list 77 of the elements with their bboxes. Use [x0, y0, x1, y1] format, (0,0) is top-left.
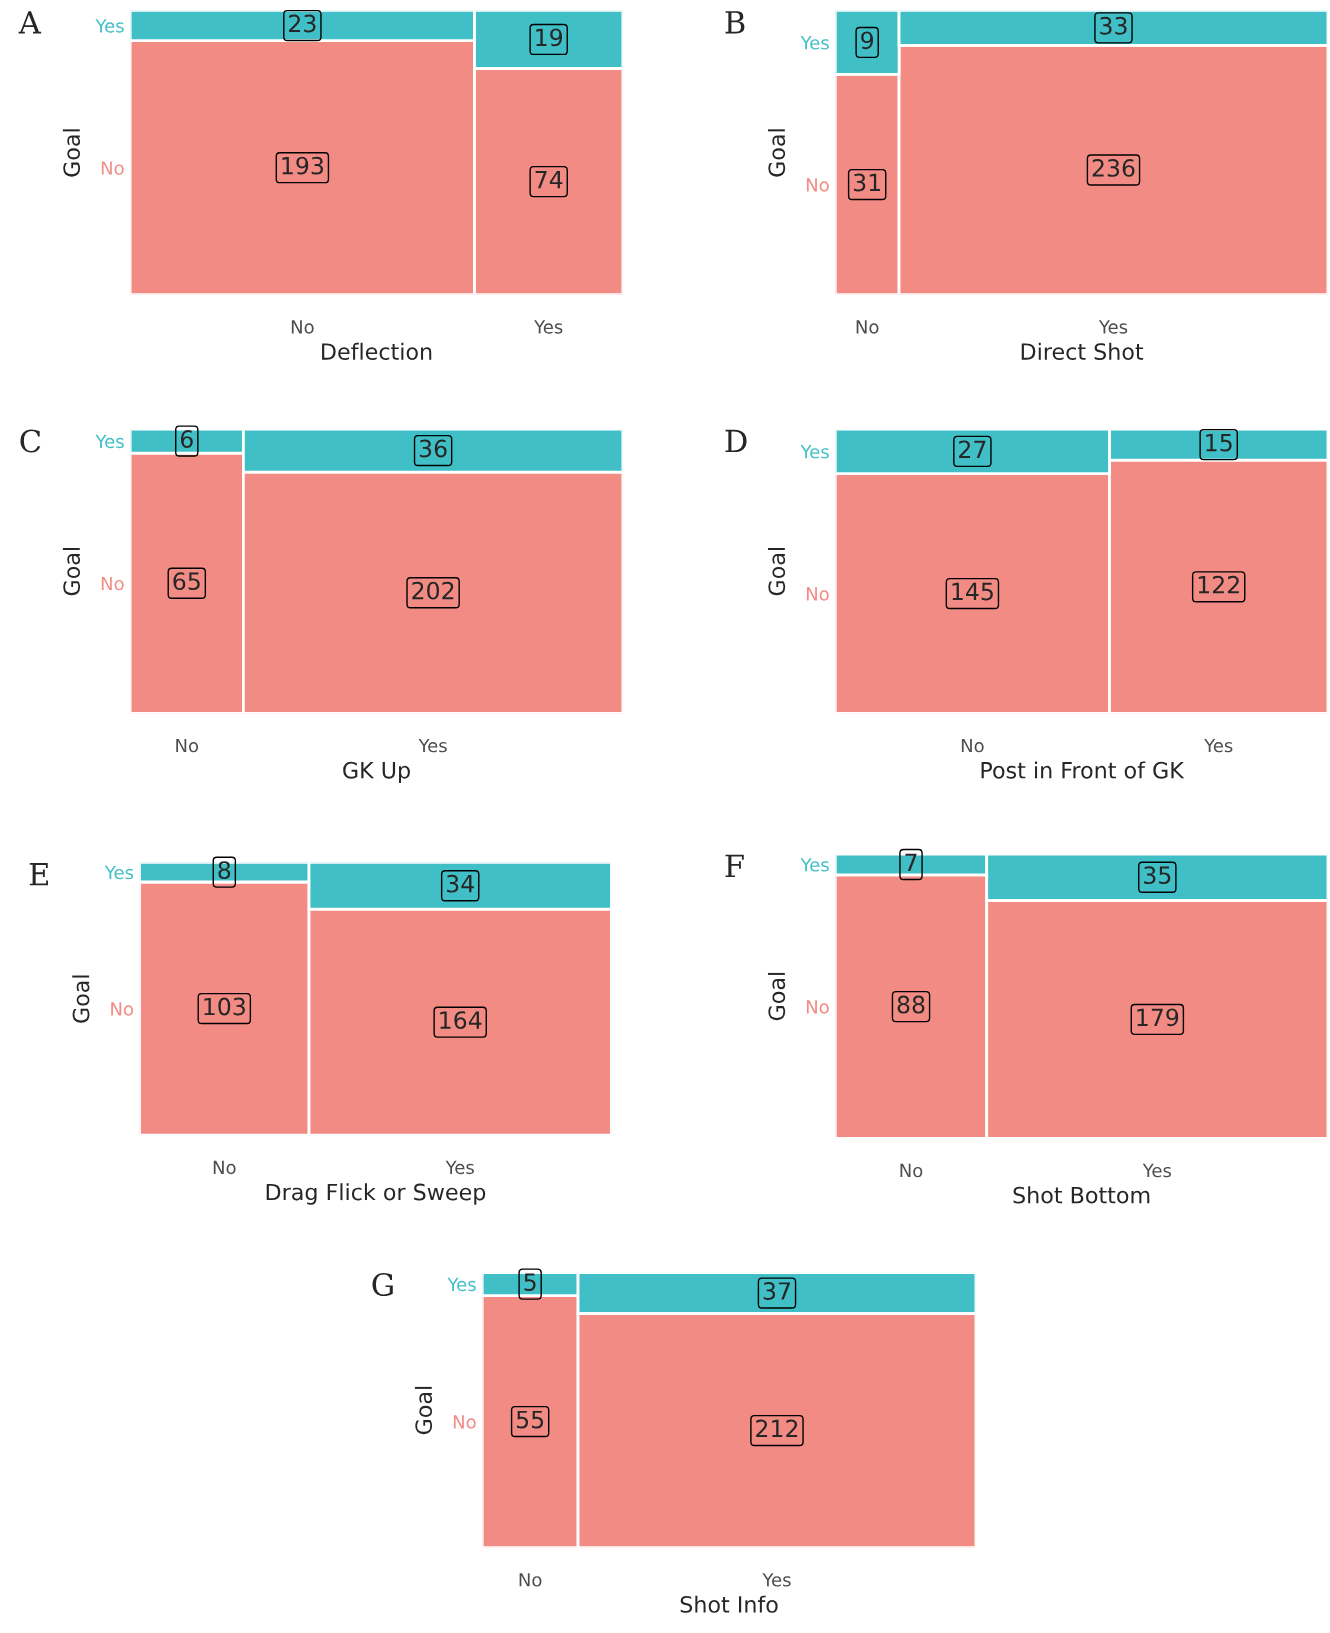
data-label: 6: [180, 430, 193, 448]
data-label: 33: [1100, 16, 1127, 35]
series-label: Yes: [104, 865, 134, 880]
series-label: Yes: [447, 1277, 476, 1292]
text: E: [29, 863, 48, 886]
data-label: 122: [1198, 575, 1239, 594]
category-label: No: [519, 1573, 542, 1587]
series-label: No: [806, 587, 829, 601]
data-label: 88: [897, 995, 925, 1014]
series-label: No: [101, 161, 124, 175]
series-label: No: [453, 1415, 476, 1429]
data-label: 202: [412, 581, 454, 600]
data-label: 103: [204, 997, 245, 1016]
data-label: 15: [1206, 433, 1232, 452]
text: Direct Shot: [1021, 342, 1144, 360]
text: Goal: [767, 548, 786, 596]
category-label: Yes: [418, 738, 447, 753]
series-label: Yes: [800, 445, 829, 459]
series-label: Yes: [800, 858, 829, 872]
data-label: 19: [536, 28, 563, 47]
category-label: No: [176, 738, 199, 753]
data-label: 36: [419, 439, 447, 458]
series-label: No: [806, 178, 829, 192]
category-label: No: [856, 320, 879, 334]
data-label: 23: [289, 14, 316, 33]
data-label: 164: [440, 1011, 482, 1030]
data-label: 27: [959, 440, 986, 458]
series-label: No: [101, 576, 124, 591]
category-label: Yes: [1098, 320, 1128, 334]
category-label: Yes: [1204, 738, 1233, 753]
data-label: 7: [905, 853, 917, 871]
series-label: Yes: [800, 36, 829, 50]
data-label: 8: [218, 861, 231, 880]
text: D: [725, 429, 747, 453]
text: A: [18, 11, 42, 34]
data-label: 5: [524, 1273, 536, 1291]
category-label: No: [213, 1160, 236, 1175]
data-label: 65: [173, 572, 200, 591]
text: G: [372, 1272, 393, 1297]
series-label: No: [111, 1002, 134, 1016]
data-label: 34: [446, 874, 474, 893]
data-label: 9: [861, 31, 874, 50]
category-label: Yes: [1142, 1163, 1172, 1178]
category-label: Yes: [445, 1160, 474, 1175]
text: Goal: [62, 548, 81, 596]
text: GK Up: [343, 761, 410, 783]
text: F: [725, 854, 744, 877]
category-label: Yes: [534, 320, 563, 334]
text: Goal: [414, 1386, 433, 1435]
series-label: Yes: [95, 19, 124, 33]
text: C: [20, 429, 41, 453]
category-label: No: [900, 1163, 923, 1178]
data-label: 145: [952, 582, 993, 601]
category-label: No: [961, 738, 984, 753]
data-label: 31: [853, 173, 881, 192]
category-label: Yes: [762, 1573, 791, 1587]
text: Post in Front of GK: [981, 761, 1185, 779]
text: Goal: [767, 129, 786, 177]
data-label: 55: [516, 1410, 544, 1429]
data-label: 179: [1137, 1008, 1179, 1027]
text: Goal: [767, 972, 786, 1021]
series-label: Yes: [95, 434, 124, 449]
text: Shot Info: [680, 1595, 778, 1613]
text: Goal: [62, 129, 81, 177]
data-label: 37: [763, 1282, 790, 1300]
series-label: No: [806, 1000, 829, 1014]
text: Shot Bottom: [1013, 1186, 1150, 1204]
text: Deflection: [322, 342, 432, 360]
data-label: 212: [756, 1419, 798, 1438]
text: Goal: [72, 975, 90, 1023]
data-label: 35: [1144, 866, 1171, 885]
data-label: 236: [1092, 159, 1135, 177]
category-label: No: [291, 320, 314, 334]
data-label: 193: [282, 156, 324, 175]
data-label: 74: [535, 170, 563, 189]
text: B: [725, 11, 745, 34]
text: Drag Flick or Sweep: [266, 1183, 486, 1205]
